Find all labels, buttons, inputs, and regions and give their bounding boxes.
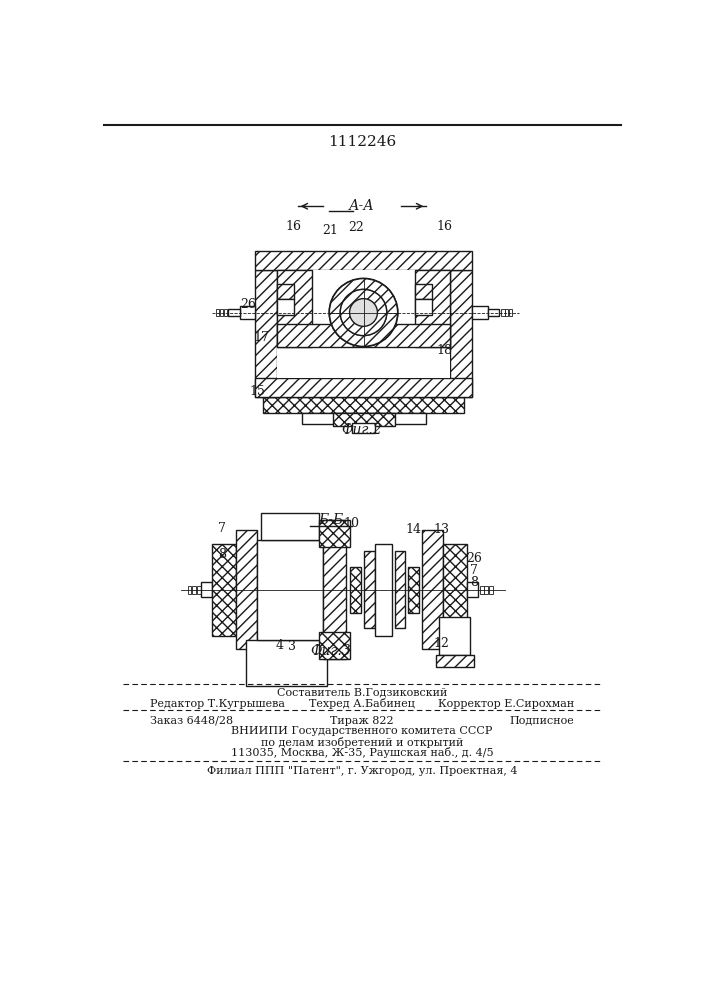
Text: 7: 7 [470, 564, 478, 577]
Text: 8: 8 [218, 548, 226, 561]
Text: 18: 18 [437, 344, 453, 358]
Bar [409, 567, 419, 613]
Bar [220, 309, 223, 316]
Bar [375, 544, 392, 636]
Text: 8: 8 [470, 576, 479, 588]
Text: Б-Б: Б-Б [318, 513, 344, 527]
Bar [255, 251, 472, 270]
Bar [480, 586, 484, 594]
Text: 10: 10 [344, 517, 360, 530]
Bar [484, 586, 489, 594]
Bar [276, 324, 450, 347]
Text: 17: 17 [253, 331, 269, 344]
Bar [261, 513, 320, 540]
Bar [235, 530, 257, 649]
Bar [416, 299, 433, 315]
Text: Фиг.3: Фиг.3 [310, 644, 351, 658]
Text: 15: 15 [250, 385, 265, 398]
Bar [320, 632, 351, 659]
Text: Филиал ППП "Патент", г. Ужгород, ул. Проектная, 4: Филиал ППП "Патент", г. Ужгород, ул. Про… [206, 766, 518, 776]
Text: Фиг.2: Фиг.2 [341, 423, 382, 437]
Circle shape [349, 299, 378, 326]
Text: 4: 4 [276, 639, 284, 652]
Bar [421, 530, 443, 649]
Bar [416, 284, 433, 299]
Text: Подписное: Подписное [510, 716, 574, 726]
Bar [450, 270, 472, 397]
Circle shape [340, 289, 387, 336]
Text: 16: 16 [286, 220, 302, 233]
Bar [255, 378, 472, 397]
Text: А-А: А-А [349, 199, 375, 213]
Bar [332, 413, 395, 426]
Bar [224, 309, 227, 316]
Bar [201, 582, 212, 597]
Bar [212, 544, 235, 636]
Bar [489, 586, 493, 594]
Text: по делам изобретений и открытий: по делам изобретений и открытий [261, 737, 463, 748]
Bar [472, 306, 488, 319]
Bar [351, 567, 361, 613]
Text: 3: 3 [288, 640, 296, 653]
Text: 113035, Москва, Ж-35, Раушская наб., д. 4/5: 113035, Москва, Ж-35, Раушская наб., д. … [230, 747, 493, 758]
Text: 16: 16 [437, 220, 453, 233]
Bar [197, 586, 201, 594]
Bar [257, 540, 323, 640]
Text: Заказ 6448/28: Заказ 6448/28 [151, 716, 233, 726]
Text: 1112246: 1112246 [328, 135, 396, 149]
Text: Корректор Е.Сирохман: Корректор Е.Сирохман [438, 699, 574, 709]
Bar [301, 413, 426, 424]
Text: Техред А.Бабинец: Техред А.Бабинец [309, 698, 415, 709]
Bar [488, 309, 499, 316]
Bar [509, 309, 513, 316]
Text: Тираж 822: Тираж 822 [330, 716, 394, 726]
Text: 21: 21 [322, 224, 338, 237]
Text: ВНИИПИ Государственного комитета СССР: ВНИИПИ Государственного комитета СССР [231, 726, 493, 736]
Text: 7: 7 [218, 522, 226, 535]
Bar [276, 270, 312, 347]
Text: 26: 26 [467, 552, 482, 565]
Circle shape [329, 279, 397, 346]
Bar [506, 309, 508, 316]
Bar [228, 309, 240, 316]
Bar [443, 544, 467, 636]
Bar [276, 284, 293, 299]
Bar [255, 270, 276, 397]
Bar [246, 640, 327, 686]
Bar [395, 551, 405, 628]
Text: 14: 14 [406, 523, 422, 536]
Text: 13: 13 [433, 523, 449, 536]
Bar [192, 586, 196, 594]
Bar [323, 520, 346, 659]
Text: 22: 22 [348, 221, 363, 234]
Text: Редактор Т.Кугрышева: Редактор Т.Кугрышева [151, 699, 286, 709]
Bar [263, 397, 464, 413]
Bar [240, 306, 255, 319]
Bar [216, 309, 219, 316]
Bar [352, 423, 375, 433]
Bar [501, 309, 505, 316]
Circle shape [340, 289, 387, 336]
Bar [276, 299, 293, 315]
Text: 12: 12 [433, 637, 449, 650]
Text: Составитель В.Годзиковский: Составитель В.Годзиковский [276, 688, 447, 698]
Bar [436, 655, 474, 667]
Circle shape [329, 279, 397, 346]
Bar [320, 520, 351, 547]
Bar [187, 586, 192, 594]
Bar [364, 551, 375, 628]
Bar [276, 270, 450, 378]
Text: 26: 26 [240, 298, 256, 311]
Bar [467, 582, 478, 597]
Bar [440, 617, 470, 655]
Bar [416, 270, 450, 347]
